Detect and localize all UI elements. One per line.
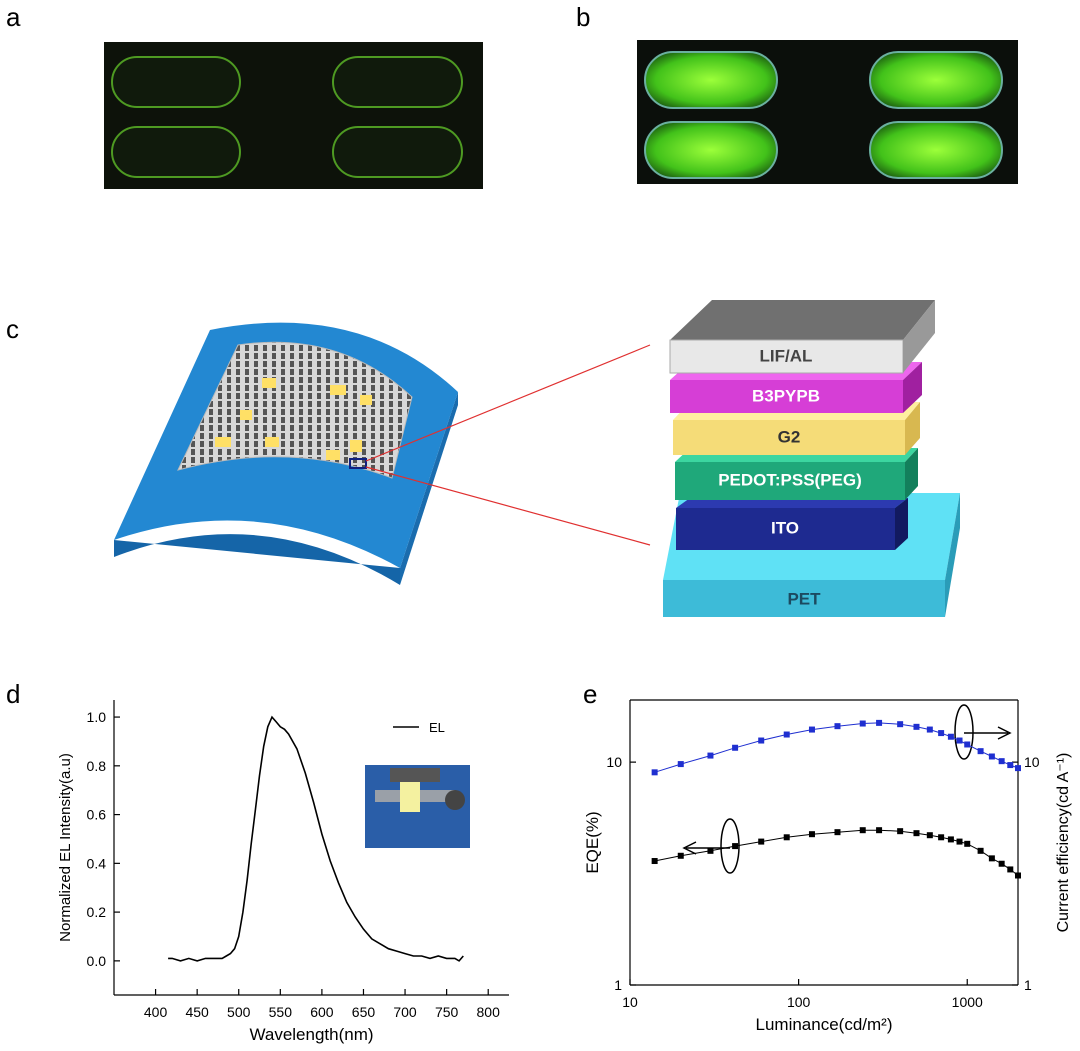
layer-label: ITO — [771, 518, 799, 537]
y2-tick-label: 10 — [1024, 754, 1040, 770]
x-tick-label: 550 — [269, 1004, 293, 1020]
data-point — [947, 733, 954, 740]
series-line — [168, 715, 464, 962]
y2-tick-label: 1 — [1024, 977, 1032, 993]
x-tick-label: 500 — [227, 1004, 251, 1020]
panel-label: e — [583, 679, 597, 709]
data-point — [988, 855, 995, 862]
x-axis-title: Luminance(cd/m²) — [756, 1015, 893, 1034]
panel-label: a — [6, 2, 21, 32]
y-tick-label: 0.0 — [87, 953, 107, 969]
data-point — [926, 832, 933, 839]
data-point — [651, 769, 658, 776]
x-tick-label: 400 — [144, 1004, 168, 1020]
data-point — [783, 731, 790, 738]
data-point — [988, 753, 995, 760]
y-axis-title: Normalized EL Intensity(a.u) — [57, 753, 74, 942]
data-point — [964, 741, 971, 748]
layer-label: PET — [787, 589, 821, 608]
data-point — [808, 831, 815, 838]
y-tick-label: 1 — [614, 977, 622, 993]
data-point — [834, 723, 841, 730]
data-point — [897, 828, 904, 835]
inset-photo — [365, 765, 470, 848]
data-point — [876, 827, 883, 834]
data-point — [977, 847, 984, 854]
x-tick-label: 10 — [622, 994, 638, 1010]
x-tick-label: 650 — [352, 1004, 376, 1020]
data-point — [1015, 765, 1021, 772]
data-point — [964, 840, 971, 847]
data-point — [938, 730, 945, 737]
y-tick-label: 0.6 — [87, 807, 107, 823]
data-point — [732, 744, 739, 751]
data-point — [677, 761, 684, 768]
data-point — [1015, 872, 1021, 879]
x-tick-label: 700 — [393, 1004, 417, 1020]
data-point — [1007, 762, 1014, 769]
photo-b — [637, 40, 1018, 184]
data-point — [897, 721, 904, 728]
panel-label: c — [6, 314, 19, 344]
data-point — [998, 860, 1005, 867]
y-tick-label: 0.8 — [87, 758, 107, 774]
data-point — [913, 830, 920, 837]
series-line — [654, 829, 1019, 876]
data-point — [758, 838, 765, 845]
data-point — [707, 752, 714, 759]
layer-label: G2 — [778, 427, 801, 446]
data-point — [947, 836, 954, 843]
x-tick-label: 800 — [477, 1004, 501, 1020]
data-point — [956, 838, 963, 845]
layer-label: LIF/AL — [760, 346, 813, 365]
data-point — [998, 758, 1005, 765]
x-tick-label: 1000 — [952, 994, 983, 1010]
layer-label: B3PYPB — [752, 386, 820, 405]
data-point — [938, 834, 945, 841]
data-point — [926, 726, 933, 733]
x-tick-label: 750 — [435, 1004, 459, 1020]
layer-stack: LIF/AL B3PYPB G2 PEDOT:PSS(PEG) ITO PET — [663, 300, 960, 617]
data-point — [977, 748, 984, 755]
annotations — [682, 704, 1012, 874]
x-axis-title: Wavelength(nm) — [249, 1025, 373, 1044]
legend-label: EL — [429, 720, 445, 735]
photo-a — [104, 42, 483, 189]
data-point — [956, 737, 963, 744]
panel-label: b — [576, 2, 590, 32]
data-point — [876, 719, 883, 726]
data-point — [834, 829, 841, 836]
data-point — [859, 720, 866, 727]
layer-label: PEDOT:PSS(PEG) — [718, 470, 862, 489]
series-line — [654, 722, 1019, 773]
x-tick-label: 100 — [787, 994, 811, 1010]
panel-label: d — [6, 679, 20, 709]
flexible-device — [114, 322, 651, 585]
data-point — [707, 847, 714, 854]
y2-axis-title: Current efficiency(cd A⁻¹) — [1055, 753, 1072, 933]
data-point — [651, 858, 658, 865]
y-tick-label: 1.0 — [87, 709, 107, 725]
y-tick-label: 0.2 — [87, 904, 107, 920]
y-tick-label: 0.4 — [87, 855, 107, 871]
y-tick-label: 10 — [606, 754, 622, 770]
y-axis-title: EQE(%) — [583, 811, 602, 873]
data-point — [859, 827, 866, 834]
x-tick-label: 450 — [185, 1004, 209, 1020]
data-point — [732, 843, 739, 850]
data-point — [808, 726, 815, 733]
data-point — [783, 834, 790, 841]
data-point — [913, 723, 920, 730]
data-point — [677, 852, 684, 859]
data-point — [1007, 866, 1014, 873]
x-tick-label: 600 — [310, 1004, 334, 1020]
data-point — [758, 737, 765, 744]
